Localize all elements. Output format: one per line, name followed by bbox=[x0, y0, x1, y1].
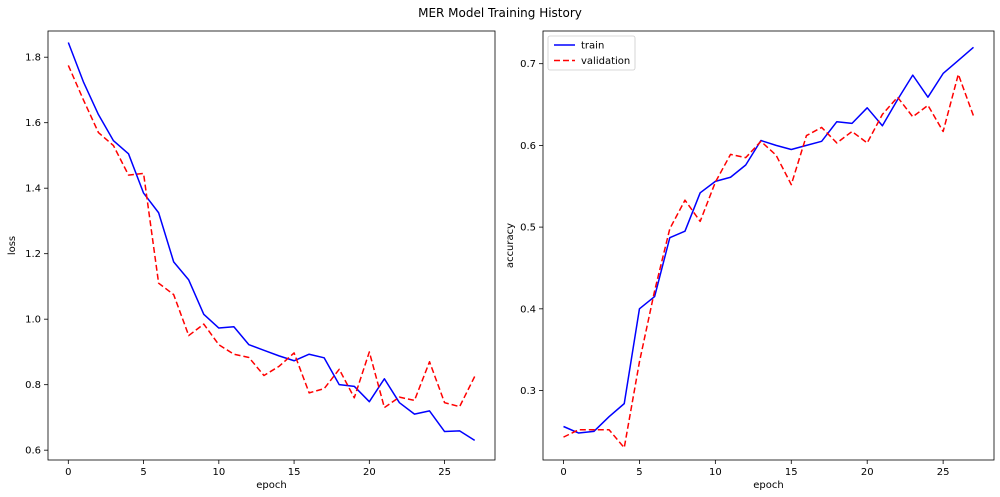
loss-plot: 0 5 10 15 20 25 0.6 0.8 1.0 1.2 1.4 1.6 1.8 epoch loss bbox=[7, 30, 496, 491]
chart-0-x-tick-label: 20 bbox=[363, 467, 376, 478]
chart-0-series-validation-line bbox=[67, 65, 476, 409]
chart-1-x-tick-label: 0 bbox=[560, 467, 566, 478]
chart-1-y-tick-label: 0.6 bbox=[520, 141, 536, 152]
chart-0-y-tick-label: 0.6 bbox=[25, 446, 41, 457]
chart-1-legend-label-train: train bbox=[581, 41, 604, 52]
chart-1-y-tick-label: 0.4 bbox=[520, 304, 536, 315]
chart-0-y-tick-label: 0.8 bbox=[25, 380, 41, 391]
chart-0-x-tick-label: 0 bbox=[65, 467, 71, 478]
chart-0-y-tick-label: 1.6 bbox=[25, 118, 41, 129]
chart-1-x-tick-label: 10 bbox=[709, 467, 722, 478]
chart-0-series-train-line bbox=[67, 42, 476, 441]
chart-0-y-axis-label: loss bbox=[7, 236, 18, 255]
chart-0-y-tick-label: 1.4 bbox=[25, 184, 41, 195]
chart-0-y-tick-label: 1.2 bbox=[25, 249, 41, 260]
chart-0-x-tick-label: 10 bbox=[212, 467, 225, 478]
chart-1-x-tick-label: 25 bbox=[937, 467, 950, 478]
chart-0-axes-frame bbox=[47, 30, 496, 461]
chart-1-y-tick-label: 0.5 bbox=[520, 223, 536, 234]
chart-1-legend: train validation bbox=[547, 35, 636, 71]
accuracy-plot: 0 5 10 15 20 25 0.3 0.4 0.5 0.6 0.7 epoch accuracy tr… bbox=[505, 30, 995, 491]
chart-1-x-tick-label: 20 bbox=[861, 467, 874, 478]
chart-1-x-tick-label: 5 bbox=[636, 467, 642, 478]
chart-0-x-tick-label: 15 bbox=[288, 467, 301, 478]
chart-0-x-axis-label: epoch bbox=[256, 480, 286, 491]
chart-0-x-tick-label: 5 bbox=[140, 467, 146, 478]
chart-1-y-tick-label: 0.3 bbox=[520, 386, 536, 397]
chart-1-series-train-line bbox=[563, 46, 974, 434]
chart-0-y-tick-label: 1.8 bbox=[25, 53, 41, 64]
chart-1-y-tick-label: 0.7 bbox=[520, 59, 536, 70]
figure-title: MER Model Training History bbox=[418, 6, 582, 20]
chart-0-x-tick-label: 25 bbox=[438, 467, 451, 478]
chart-1-x-tick-label: 15 bbox=[785, 467, 798, 478]
chart-1-series-validation-line bbox=[563, 73, 975, 449]
chart-0-y-tick-label: 1.0 bbox=[25, 315, 41, 326]
chart-1-y-axis-label: accuracy bbox=[505, 223, 516, 268]
chart-1-x-axis-label: epoch bbox=[753, 480, 783, 491]
chart-1-axes-frame bbox=[542, 30, 995, 461]
chart-1-legend-label-validation: validation bbox=[581, 56, 630, 67]
